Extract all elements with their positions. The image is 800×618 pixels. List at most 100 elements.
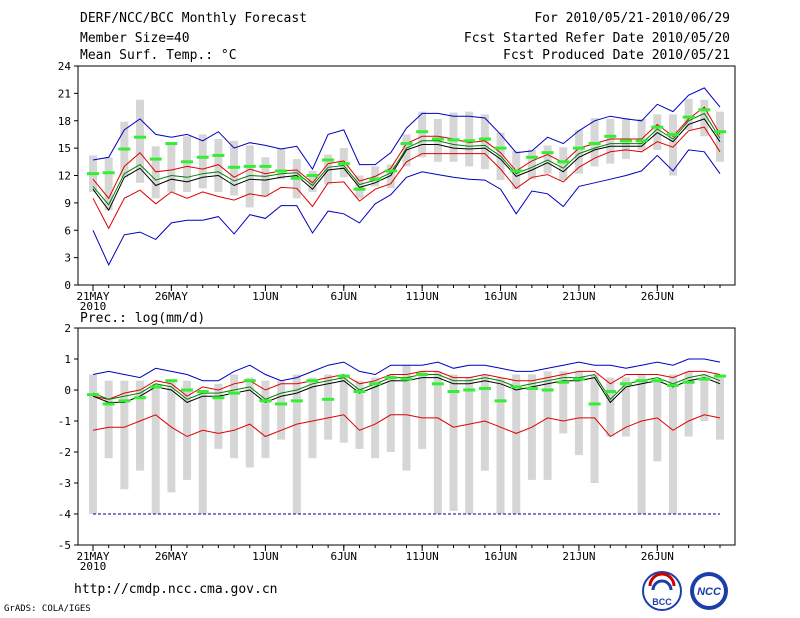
obs-marker [416,373,429,376]
spread-bar [512,374,521,514]
x-tick-label: 26MAY [155,290,188,303]
spread-bar [621,377,630,437]
obs-marker [510,385,523,389]
spread-bar [198,134,207,189]
median-line [92,118,721,212]
spread-bar [418,111,427,158]
spread-bar [574,129,583,174]
obs-marker [619,382,632,386]
spread-bar [308,377,317,459]
obs-marker [588,402,601,406]
spread-bar [183,380,192,480]
spread-bar [480,374,489,471]
spread-bar [684,98,693,130]
obs-marker [431,382,444,386]
max-line [92,358,721,382]
obs-marker [243,379,256,383]
obs-marker [212,153,225,157]
obs-marker [447,138,460,142]
obs-marker [306,174,319,177]
spread-bar [151,383,160,514]
obs-marker [353,187,366,191]
source-url[interactable]: http://cmdp.ncc.cma.gov.cn [74,582,278,597]
spread-bar [449,374,458,511]
y-tick-label: -5 [58,539,71,552]
x-tick-label: 6JUN [331,290,358,303]
spread-bar [386,374,395,452]
spread-bar [559,147,568,181]
obs-marker [181,388,194,392]
spread-bar [637,118,646,150]
y-tick-label: 0 [64,384,71,397]
start-date-label: Fcst Started Refer Date 2010/05/20 [463,31,730,46]
y-tick-label: 3 [64,252,71,265]
obs-marker [290,176,303,180]
x-tick-label: 11JUN [406,550,439,563]
spread-bar [355,380,364,449]
obs-marker [447,390,460,394]
spread-bar [684,371,693,437]
obs-marker [572,377,585,381]
spread-bar [527,149,536,180]
obs-marker [337,162,350,166]
obs-marker [463,388,476,392]
obs-marker [243,164,256,168]
plot-frame [77,65,736,286]
obs-marker [102,171,115,175]
obs-marker [651,125,664,129]
obs-marker [494,146,507,150]
obs-marker [228,165,241,169]
member-size-label: Member Size=40 [80,31,190,46]
ncc-logo-text: NCC [697,586,722,598]
spread-bar [292,374,301,514]
y-tick-label: 18 [58,115,71,128]
bcc-logo-text: BCC [652,597,672,607]
min-line [92,149,721,267]
obs-marker [181,160,194,164]
max-line [92,87,721,171]
obs-marker [400,142,413,146]
obs-marker [384,169,397,173]
obs-marker [494,399,507,403]
spread-bar [480,114,489,170]
obs-marker [118,399,131,403]
x-tick-label: 11JUN [406,290,439,303]
spread-bar [277,380,286,440]
y-tick-label: -3 [58,477,71,490]
obs-marker [682,380,695,384]
spread-bar [104,157,113,211]
spread-bar [700,374,709,421]
spread-bar [136,380,145,471]
spread-bar [637,374,646,514]
obs-marker [510,169,523,173]
spread-bar [308,170,317,192]
forecast-period: For 2010/05/21-2010/06/29 [534,11,730,26]
obs-marker [525,155,538,159]
produced-date-label: Fcst Produced Date 2010/05/21 [503,48,730,63]
spread-bar [653,380,662,462]
spread-bar [183,136,192,192]
spread-bar [167,380,176,493]
y-tick-label: 12 [58,170,71,183]
y-tick-label: 0 [64,279,71,292]
obs-marker [682,115,695,119]
obs-marker [635,139,648,143]
y-tick-label: -4 [58,508,72,521]
x-tick-label: 21MAY [76,290,109,303]
obs-marker [165,142,178,146]
obs-marker [369,382,382,386]
spread-bar [606,377,615,437]
upper-line [92,370,721,400]
panel-title: Prec.: log(mm/d) [80,311,205,326]
obs-marker [714,374,726,378]
obs-marker [541,388,554,392]
spread-bar [151,146,160,199]
obs-marker [87,393,99,397]
spread-bar [324,374,333,440]
obs-marker [572,146,585,150]
spread-bar [465,111,474,167]
obs-marker [322,158,335,162]
obs-marker [557,380,570,384]
spread-bar [716,374,724,440]
obs-marker [118,147,131,151]
